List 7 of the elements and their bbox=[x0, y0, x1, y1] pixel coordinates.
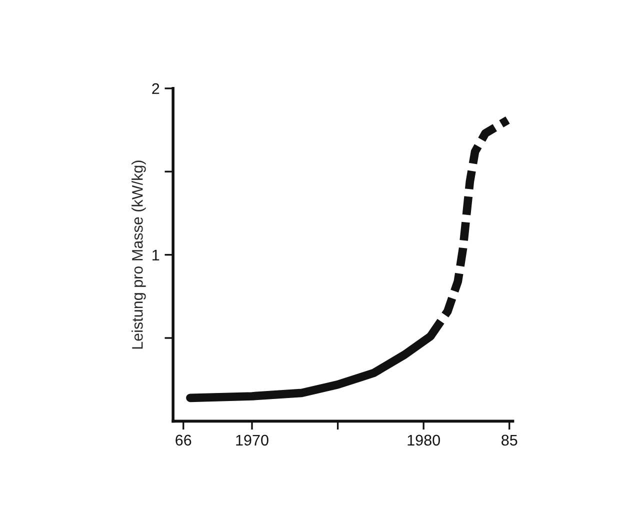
x-tick-label: 85 bbox=[502, 434, 518, 446]
x-tick-label: 1970 bbox=[236, 434, 268, 446]
y-tick-label: 1 bbox=[152, 250, 160, 260]
y-tick-label: 2 bbox=[152, 83, 160, 94]
y-axis-title: Leistung pro Masse (kW/kg) bbox=[132, 160, 146, 349]
x-tick-label: 66 bbox=[176, 434, 192, 446]
x-tick-label: 1980 bbox=[408, 434, 440, 446]
